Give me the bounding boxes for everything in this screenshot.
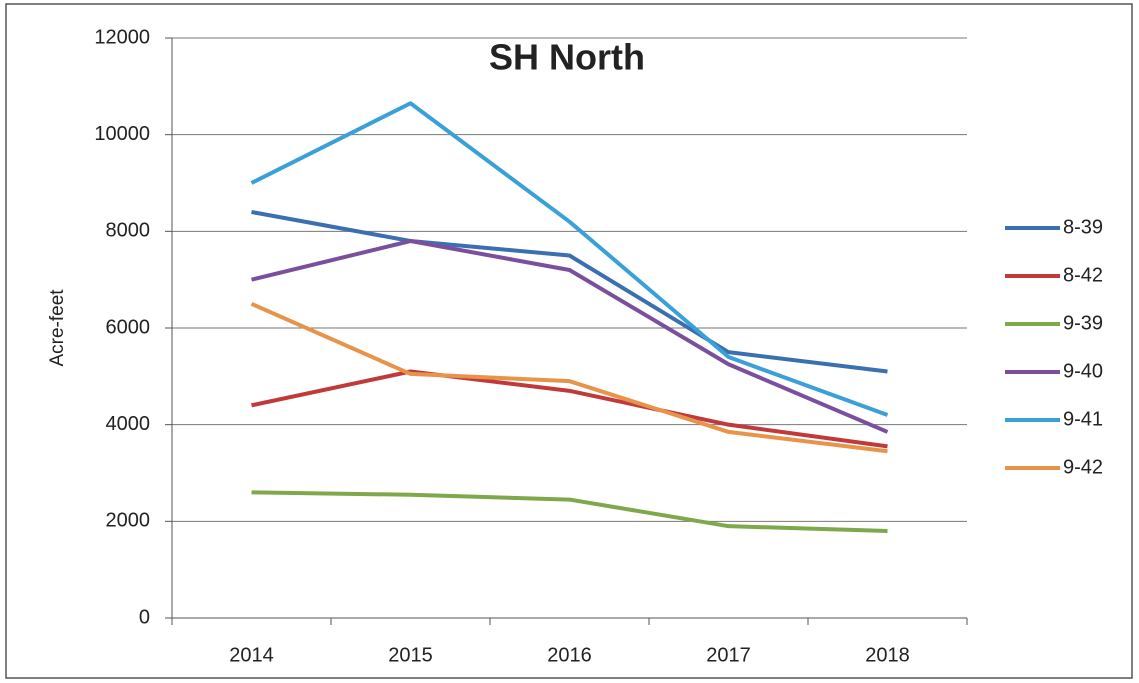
- series-line: [251, 490, 888, 533]
- y-tick-label: 6000: [106, 316, 151, 338]
- y-tick-label: 8000: [106, 220, 151, 242]
- legend-label: 9-42: [1063, 456, 1103, 478]
- legend-label: 8-39: [1063, 216, 1103, 238]
- series-line: [251, 239, 889, 434]
- x-tick-label: 2015: [388, 644, 433, 666]
- y-tick-label: 2000: [106, 510, 151, 532]
- series-line: [250, 302, 888, 454]
- legend-label: 8-42: [1063, 264, 1103, 286]
- series-line: [251, 369, 888, 449]
- legend-label: 9-40: [1063, 360, 1103, 382]
- y-axis-label: Acre-feet: [47, 289, 68, 367]
- legend-label: 9-41: [1063, 408, 1103, 430]
- y-tick-label: 10000: [94, 123, 150, 145]
- x-tick-label: 2018: [865, 644, 910, 666]
- legend-label: 9-39: [1063, 312, 1103, 334]
- series-line: [250, 101, 889, 417]
- x-tick-label: 2014: [229, 644, 274, 666]
- x-tick-label: 2017: [706, 644, 751, 666]
- x-tick-label: 2016: [547, 644, 592, 666]
- y-tick-label: 0: [139, 606, 150, 628]
- chart-title: SH North: [489, 37, 645, 78]
- series-line: [251, 210, 888, 374]
- y-tick-label: 12000: [94, 26, 150, 48]
- y-tick-label: 4000: [106, 413, 151, 435]
- chart-border: [5, 3, 1133, 679]
